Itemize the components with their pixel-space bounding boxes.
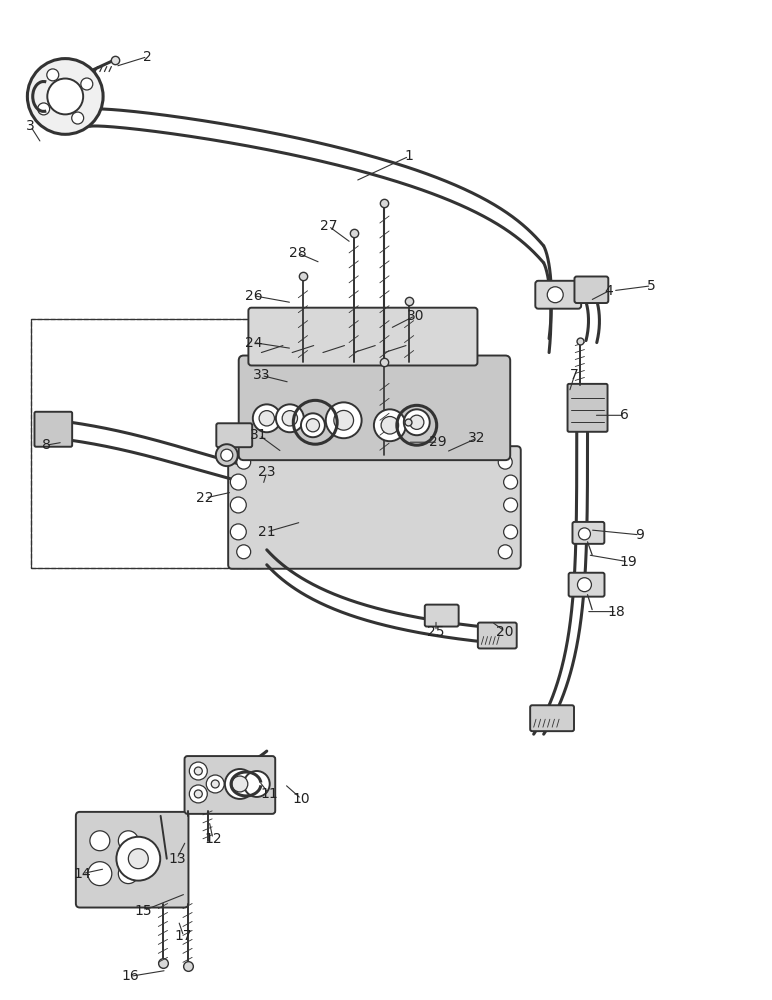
Circle shape: [225, 769, 255, 799]
Text: 6: 6: [620, 408, 629, 422]
Text: 13: 13: [168, 852, 185, 866]
Text: 12: 12: [204, 832, 222, 846]
Text: 7: 7: [570, 368, 579, 382]
Circle shape: [27, 59, 103, 134]
FancyBboxPatch shape: [76, 812, 188, 908]
FancyBboxPatch shape: [573, 522, 604, 544]
Text: 18: 18: [608, 605, 625, 619]
FancyBboxPatch shape: [249, 308, 477, 365]
Circle shape: [276, 404, 304, 432]
Circle shape: [578, 528, 591, 540]
Text: 19: 19: [619, 555, 637, 569]
Circle shape: [47, 79, 83, 114]
Text: 29: 29: [429, 435, 447, 449]
Circle shape: [577, 578, 591, 592]
FancyBboxPatch shape: [229, 446, 521, 569]
FancyBboxPatch shape: [478, 623, 516, 648]
Circle shape: [195, 767, 202, 775]
Text: 31: 31: [250, 428, 268, 442]
Text: 9: 9: [635, 528, 645, 542]
Text: 24: 24: [245, 336, 262, 350]
Circle shape: [212, 780, 219, 788]
Circle shape: [503, 525, 517, 539]
Circle shape: [221, 449, 232, 461]
Bar: [31, 319, 263, 568]
FancyBboxPatch shape: [239, 356, 510, 460]
Circle shape: [206, 775, 224, 793]
Circle shape: [237, 455, 251, 469]
Text: 27: 27: [320, 219, 337, 233]
Text: 14: 14: [73, 867, 91, 881]
Text: 2: 2: [143, 50, 152, 64]
Circle shape: [381, 417, 398, 434]
Circle shape: [189, 785, 207, 803]
FancyBboxPatch shape: [185, 756, 276, 814]
Circle shape: [88, 862, 112, 886]
Text: 30: 30: [407, 309, 424, 323]
Circle shape: [118, 831, 138, 851]
Circle shape: [128, 849, 148, 869]
Circle shape: [47, 69, 59, 81]
Circle shape: [117, 837, 161, 881]
Circle shape: [118, 864, 138, 884]
Circle shape: [90, 831, 110, 851]
Text: 28: 28: [289, 246, 306, 260]
Text: 15: 15: [135, 904, 153, 918]
Text: 26: 26: [245, 289, 262, 303]
Circle shape: [252, 404, 281, 432]
Circle shape: [503, 498, 517, 512]
Text: 23: 23: [258, 465, 276, 479]
Circle shape: [81, 78, 93, 90]
Circle shape: [230, 524, 246, 540]
Circle shape: [232, 776, 248, 792]
FancyBboxPatch shape: [530, 705, 574, 731]
Text: 25: 25: [427, 625, 445, 639]
Circle shape: [195, 790, 202, 798]
Circle shape: [306, 419, 320, 432]
Text: 10: 10: [293, 792, 310, 806]
Circle shape: [283, 411, 297, 426]
FancyBboxPatch shape: [425, 605, 459, 627]
FancyBboxPatch shape: [569, 573, 604, 597]
FancyBboxPatch shape: [216, 423, 252, 447]
FancyBboxPatch shape: [535, 281, 581, 309]
Text: 22: 22: [197, 491, 214, 505]
Text: 33: 33: [252, 368, 270, 382]
Text: 4: 4: [604, 284, 614, 298]
Circle shape: [498, 545, 512, 559]
Circle shape: [326, 402, 361, 438]
Text: 3: 3: [26, 119, 35, 133]
Text: 8: 8: [42, 438, 50, 452]
Circle shape: [259, 411, 274, 426]
Text: 20: 20: [496, 625, 514, 639]
Circle shape: [334, 410, 354, 430]
Text: 5: 5: [647, 279, 655, 293]
Text: 1: 1: [405, 149, 414, 163]
Text: 11: 11: [260, 787, 278, 801]
Circle shape: [189, 762, 207, 780]
Circle shape: [498, 455, 512, 469]
Circle shape: [38, 103, 49, 115]
Bar: [31, 319, 263, 568]
Circle shape: [244, 771, 269, 797]
Circle shape: [237, 545, 251, 559]
FancyBboxPatch shape: [35, 412, 72, 447]
Circle shape: [410, 415, 424, 429]
Circle shape: [404, 409, 430, 435]
Circle shape: [503, 475, 517, 489]
FancyBboxPatch shape: [567, 384, 608, 432]
Text: 17: 17: [175, 929, 192, 943]
Text: 16: 16: [122, 969, 140, 983]
FancyBboxPatch shape: [574, 276, 608, 303]
Circle shape: [547, 287, 564, 303]
Circle shape: [230, 497, 246, 513]
Circle shape: [230, 474, 246, 490]
Circle shape: [216, 444, 238, 466]
Text: 21: 21: [258, 525, 276, 539]
Circle shape: [301, 413, 325, 437]
Text: 32: 32: [468, 431, 486, 445]
Circle shape: [374, 409, 406, 441]
Circle shape: [72, 112, 83, 124]
